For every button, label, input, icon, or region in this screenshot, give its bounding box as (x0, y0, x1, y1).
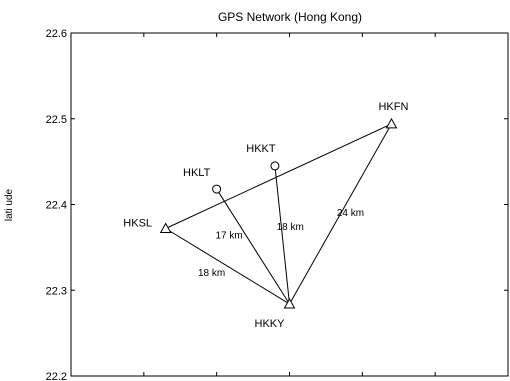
station-marker-hkkt (270, 161, 280, 171)
station-marker-hklt (212, 184, 222, 194)
y-tick-label: 22.5 (46, 114, 67, 126)
distance-label: 18 km (277, 222, 304, 233)
y-tick-label: 22.4 (46, 200, 67, 212)
chart-title: GPS Network (Hong Kong) (218, 10, 362, 24)
station-label-hkfn: HKFN (378, 101, 408, 113)
network-links (165, 123, 392, 305)
station-marker-hkky (283, 297, 296, 309)
station-marker-hkfn (385, 117, 398, 129)
distance-labels: 18 km 17 km 18 km 24 km (198, 208, 364, 279)
y-tick-label: 22.2 (46, 371, 67, 381)
y-axis-label: lati ude (4, 188, 15, 221)
distance-label: 17 km (215, 231, 242, 242)
distance-label: 18 km (198, 268, 225, 279)
y-ticks: 22.2 22.3 22.4 22.5 22.6 (46, 28, 508, 381)
link-hkfn-hkky (289, 123, 392, 305)
station-label-hkkt: HKKT (246, 143, 276, 155)
link-hksl-hkfn (165, 123, 392, 229)
link-hksl-hkky (165, 228, 290, 305)
distance-label: 24 km (337, 208, 364, 219)
y-tick-label: 22.3 (46, 285, 67, 297)
x-ticks (143, 33, 436, 376)
station-label-hklt: HKLT (183, 167, 211, 179)
station-marker-hksl (159, 222, 172, 234)
link-hklt-hkky (216, 188, 290, 305)
station-labels: HKSL HKLT HKKT HKFN HKKY (123, 101, 408, 330)
link-hkkt-hkky (274, 165, 290, 305)
station-label-hksl: HKSL (123, 218, 152, 230)
station-label-hkky: HKKY (255, 318, 286, 330)
station-markers (159, 117, 398, 309)
y-tick-label: 22.6 (46, 28, 67, 40)
